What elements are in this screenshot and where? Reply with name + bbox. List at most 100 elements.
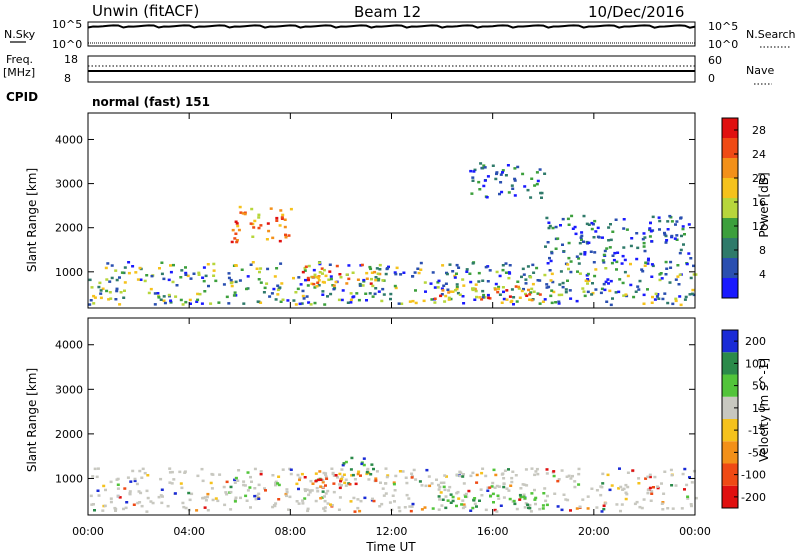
echo-cell — [611, 484, 614, 487]
echo-cell — [354, 478, 357, 481]
echo-cell — [148, 292, 151, 295]
echo-cell — [501, 302, 504, 305]
echo-cell — [584, 295, 587, 298]
echo-cell — [546, 495, 549, 498]
echo-cell — [511, 288, 514, 291]
echo-cell — [609, 246, 612, 249]
echo-cell — [324, 506, 327, 509]
echo-cell — [404, 506, 407, 509]
echo-cell — [349, 301, 352, 304]
echo-cell — [539, 168, 542, 171]
echo-cell — [171, 471, 174, 474]
echo-cell — [597, 236, 600, 239]
echo-cell — [174, 295, 177, 298]
echo-cell — [536, 468, 539, 471]
echo-cell — [611, 231, 614, 234]
echo-cell — [629, 263, 632, 266]
echo-cell — [486, 196, 489, 199]
echo-cell — [369, 268, 372, 271]
echo-cell — [319, 497, 322, 500]
echo-cell — [457, 497, 460, 500]
echo-cell — [376, 470, 379, 473]
colorbar-swatch — [722, 158, 738, 178]
echo-cell — [440, 491, 443, 494]
echo-cell — [263, 291, 266, 294]
echo-cell — [680, 304, 683, 307]
echo-cell — [302, 271, 305, 274]
echo-cell — [477, 280, 480, 283]
echo-cell — [281, 214, 284, 217]
echo-cell — [275, 220, 278, 223]
echo-cell — [646, 492, 649, 495]
echo-cell — [304, 476, 307, 479]
echo-cell — [218, 473, 221, 476]
echo-cell — [333, 284, 336, 287]
echo-cell — [438, 508, 441, 511]
echo-cell — [343, 482, 346, 485]
echo-cell — [666, 220, 669, 223]
echo-cell — [335, 474, 338, 477]
echo-cell — [578, 262, 581, 265]
echo-cell — [520, 276, 523, 279]
echo-cell — [307, 279, 310, 282]
echo-cell — [213, 269, 216, 272]
echo-cell — [471, 472, 474, 475]
echo-cell — [278, 286, 281, 289]
echo-cell — [581, 287, 584, 290]
echo-cell — [434, 298, 437, 301]
echo-cell — [184, 274, 187, 277]
echo-cell — [338, 473, 341, 476]
echo-cell — [553, 475, 556, 478]
echo-cell — [456, 283, 459, 286]
echo-cell — [525, 282, 528, 285]
echo-cell — [636, 501, 639, 504]
echo-cell — [651, 302, 654, 305]
echo-cell — [660, 272, 663, 275]
echo-cell — [669, 261, 672, 264]
echo-cell — [161, 489, 164, 492]
echo-cell — [503, 496, 506, 499]
echo-cell — [546, 472, 549, 475]
echo-cell — [338, 273, 341, 276]
echo-cell — [547, 241, 550, 244]
echo-cell — [691, 289, 694, 292]
echo-cell — [607, 474, 610, 477]
echo-cell — [198, 274, 201, 277]
echo-cell — [562, 286, 565, 289]
echo-cell — [365, 272, 368, 275]
echo-cell — [487, 175, 490, 178]
echo-cell — [345, 461, 348, 464]
echo-cell — [609, 223, 612, 226]
echo-cell — [647, 258, 650, 261]
echo-cell — [408, 505, 411, 508]
echo-cell — [134, 271, 137, 274]
echo-cell — [676, 275, 679, 278]
echo-cell — [410, 473, 413, 476]
echo-cell — [544, 500, 547, 503]
echo-cell — [523, 273, 526, 276]
echo-cell — [593, 236, 596, 239]
echo-cell — [110, 501, 113, 504]
echo-cell — [624, 259, 627, 262]
echo-cell — [260, 473, 263, 476]
power-panel: 1000200030004000 Slant Range [km] — [25, 113, 697, 308]
echo-cell — [147, 497, 150, 500]
echo-cell — [561, 469, 564, 472]
echo-cell — [377, 273, 380, 276]
echo-cell — [494, 474, 497, 477]
echo-cell — [547, 222, 550, 225]
echo-cell — [461, 475, 464, 478]
echo-cell — [603, 283, 606, 286]
echo-cell — [131, 265, 134, 268]
echo-cell — [513, 503, 516, 506]
echo-cell — [184, 266, 187, 269]
echo-cell — [414, 271, 417, 274]
colorbar-swatch — [722, 278, 738, 298]
echo-cell — [613, 259, 616, 262]
echo-cell — [579, 242, 582, 245]
velocity-y-label: Slant Range [km] — [25, 368, 39, 472]
echo-cell — [472, 287, 475, 290]
echo-cell — [561, 244, 564, 247]
echo-cell — [468, 273, 471, 276]
echo-cell — [669, 281, 672, 284]
